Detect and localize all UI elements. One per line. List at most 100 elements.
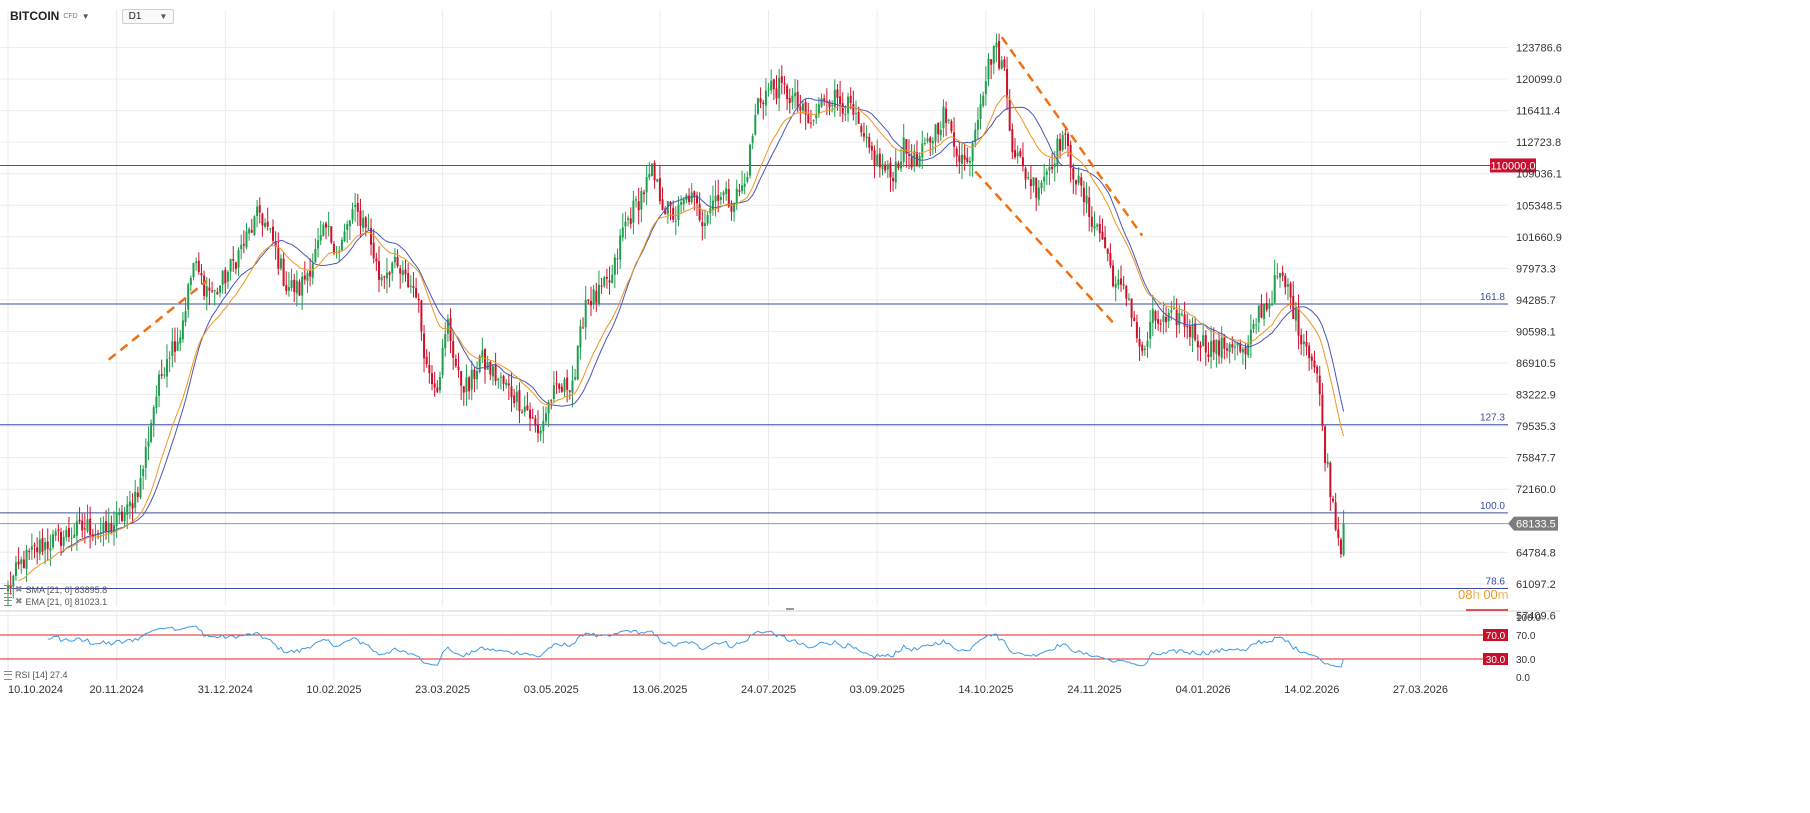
candle-body <box>502 376 505 384</box>
close-icon[interactable]: ✖ <box>15 596 23 606</box>
candle-body <box>1286 284 1289 287</box>
candle-body <box>248 228 251 234</box>
candle-body <box>266 221 269 227</box>
candle-body <box>462 386 465 393</box>
candle-body <box>587 299 590 301</box>
candle-body <box>189 277 192 285</box>
candle-body <box>150 423 153 442</box>
candle-body <box>33 544 36 546</box>
date-tick-label: 24.07.2025 <box>741 684 796 696</box>
price-tick-label: 116411.4 <box>1516 106 1560 118</box>
candle-body <box>1265 302 1268 310</box>
candle-body <box>57 529 60 531</box>
trendlines[interactable] <box>107 36 1144 361</box>
candle-body <box>619 235 622 260</box>
indicator-settings-icon[interactable] <box>4 670 12 680</box>
indicator-settings-icon[interactable] <box>4 585 12 594</box>
candle-body <box>905 139 908 154</box>
ema-legend[interactable]: ✖ EMA [21, 0] 81023.1 <box>4 596 107 607</box>
candle-body <box>1090 216 1093 227</box>
candle-body <box>216 291 219 295</box>
candle-body <box>1019 151 1022 157</box>
rsi-legend[interactable]: RSI [14] 27.4 <box>4 670 68 680</box>
candle-body <box>990 59 993 65</box>
candle-body <box>1093 225 1096 229</box>
candle-body <box>568 390 571 392</box>
candle-body <box>253 216 256 235</box>
candle-body <box>340 240 343 250</box>
candle-body <box>828 101 831 108</box>
candle-body <box>735 188 738 205</box>
candle-body <box>696 195 698 204</box>
price-tick-label: 75847.7 <box>1516 453 1556 465</box>
candle-body <box>775 88 778 99</box>
candle-body <box>446 319 449 334</box>
candle-body <box>831 105 834 107</box>
candle-body <box>362 217 365 228</box>
candle-body <box>878 153 881 168</box>
rsi-tick-label: 100.0 <box>1516 613 1541 624</box>
candle-body <box>203 275 206 296</box>
candle-body <box>131 503 134 509</box>
candle-body <box>751 136 754 143</box>
candle-body <box>309 271 312 277</box>
candle-body <box>1204 335 1207 353</box>
candle-body <box>976 119 979 130</box>
close-icon[interactable]: ✖ <box>15 584 23 594</box>
candle-body <box>1284 275 1287 288</box>
candle-body <box>955 148 958 157</box>
candle-body <box>1016 152 1019 157</box>
candle-body <box>457 366 460 370</box>
candle-body <box>1059 139 1062 151</box>
candle-body <box>913 151 916 167</box>
candle-body <box>749 144 751 176</box>
candle-body <box>1154 311 1157 321</box>
candle-body <box>542 421 545 432</box>
candle-body <box>910 156 913 168</box>
candle-body <box>388 272 391 275</box>
candle-body <box>1339 539 1342 555</box>
candle-body <box>611 274 614 284</box>
candle-body <box>81 520 84 531</box>
candle-body <box>1310 356 1313 361</box>
candle-body <box>643 192 645 195</box>
candle-body <box>1146 340 1149 347</box>
candle-body <box>510 386 513 398</box>
indicator-settings-icon[interactable] <box>4 597 12 606</box>
timeframe-selector[interactable]: D1 ▼ <box>121 8 175 24</box>
sma-legend[interactable]: ✖ SMA [21, 0] 83895.8 <box>4 584 107 595</box>
candle-body <box>1218 340 1221 356</box>
candle-body <box>224 269 227 284</box>
candle-body <box>1045 171 1048 175</box>
trendline <box>1000 36 1144 237</box>
panel-splitter-handle[interactable] <box>786 608 794 610</box>
symbol-selector[interactable]: BITCOIN CFD ▼ <box>10 9 90 23</box>
time-axis[interactable]: 10.10.2024 20.11.2024 31.12.2024 10.02.2025… <box>8 684 1448 696</box>
candle-body <box>605 277 608 279</box>
candle-body <box>717 194 720 201</box>
candle-body <box>282 258 285 286</box>
candle-body <box>491 366 494 377</box>
candle-body <box>441 347 444 376</box>
candle-body <box>181 320 184 340</box>
countdown-hours: 08 <box>1458 587 1473 602</box>
candle-body <box>128 501 131 507</box>
price-tick-label: 86910.5 <box>1516 358 1556 370</box>
candle-body <box>796 91 799 108</box>
candle-body <box>261 213 264 226</box>
candle-body <box>89 518 92 535</box>
candle-body <box>788 98 791 104</box>
rsi-threshold-badge <box>1483 653 1508 665</box>
candle-body <box>1085 195 1088 204</box>
candle-body <box>778 77 781 99</box>
candle-body <box>370 227 373 245</box>
candle-body <box>608 280 611 283</box>
candle-body <box>54 531 57 536</box>
candle-body <box>1021 157 1024 167</box>
price-axis[interactable]: 123786.6 120099.0 116411.4 112723.8 109036.1… <box>1516 43 1562 623</box>
candle-body <box>746 176 749 182</box>
candle-body <box>1048 167 1051 171</box>
candle-body <box>1069 144 1072 169</box>
candle-body <box>250 230 253 233</box>
